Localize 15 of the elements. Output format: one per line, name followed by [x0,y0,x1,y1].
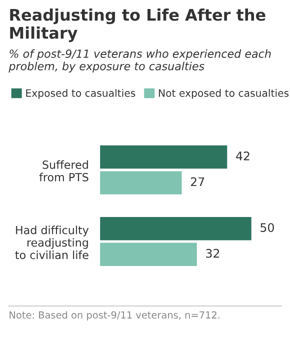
bar [100,242,197,266]
data-label: 42 [236,152,250,160]
bar [100,145,228,169]
legend-label: Not exposed to casualties [158,89,289,99]
legend-label: Exposed to casualties [26,89,136,99]
chart-title: Readjusting to Life After the Military [10,8,266,42]
data-label: 50 [260,223,274,232]
bar [100,171,182,194]
data-label: 27 [190,177,204,186]
text: Note: Based on post-9/11 veterans, n=712. [10,311,220,321]
bar [100,217,252,240]
y-tick-label: Suffered from PTS [39,160,88,182]
data-label: 32 [206,248,220,258]
y-tick-label: Had difficulty readjusting to civilian life [15,226,89,260]
chart-subtitle: % of post-9/11 veterans who experienced each problem, by exposure to casualties [8,49,271,72]
